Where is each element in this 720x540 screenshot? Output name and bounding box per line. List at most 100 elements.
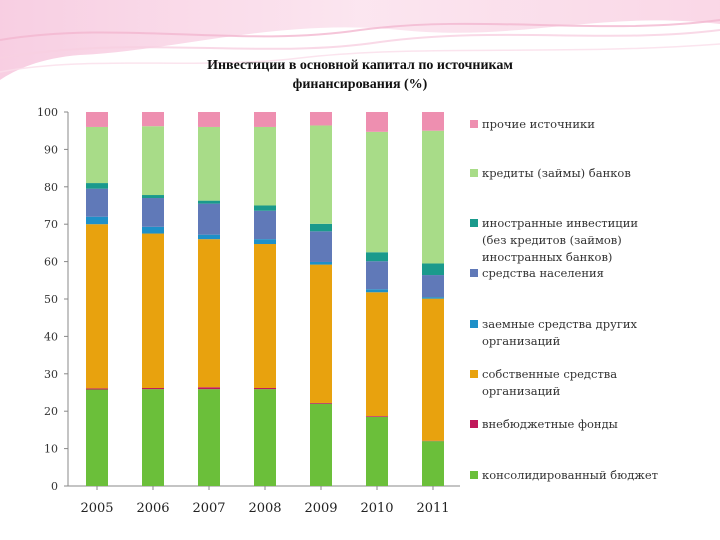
legend-label: (без кредитов (займов)	[482, 233, 622, 247]
legend-swatch	[470, 219, 478, 227]
bar-segment	[198, 389, 220, 486]
y-tick-label: 60	[44, 256, 58, 269]
legend-label: внебюджетные фонды	[482, 417, 618, 431]
bar-segment	[254, 388, 276, 390]
bar-segment	[142, 389, 164, 486]
x-tick-label: 2011	[416, 501, 449, 516]
y-tick-label: 30	[44, 368, 58, 381]
bar-segment	[310, 402, 332, 404]
legend-swatch	[470, 120, 478, 128]
bar-segment	[310, 231, 332, 262]
legend-label: прочие источники	[482, 117, 595, 131]
legend-label: средства населения	[482, 266, 604, 280]
x-tick-label: 2006	[136, 501, 169, 516]
legend: прочие источники кредиты (займы) банков ин…	[470, 117, 658, 482]
legend-label: заемные средства других	[482, 317, 638, 331]
y-tick-label: 20	[44, 405, 58, 418]
bar-segment	[310, 223, 332, 232]
bar-segment	[86, 388, 108, 390]
bar-segment	[366, 112, 388, 132]
bar-segment	[86, 389, 108, 486]
bar-segment	[310, 112, 332, 126]
legend-label: собственные средства	[482, 367, 617, 381]
y-tick-label: 50	[44, 293, 58, 306]
bar-segment	[142, 112, 164, 127]
bar-segment	[198, 112, 220, 127]
legend-label: организаций	[482, 334, 561, 348]
bar-segment	[366, 292, 388, 417]
bar-segment	[366, 416, 388, 417]
decorative-wave-background	[0, 0, 720, 80]
bar-segment	[422, 275, 444, 298]
bar-segment	[86, 224, 108, 389]
bar-segment	[422, 441, 444, 486]
bar-segment	[366, 289, 388, 293]
bar-segment	[254, 210, 276, 240]
bar-segment	[198, 387, 220, 390]
bar-segment	[142, 198, 164, 227]
bar-segment	[366, 416, 388, 486]
bar-segment	[254, 389, 276, 486]
bar-segment	[310, 261, 332, 265]
bar-segment	[422, 112, 444, 131]
bar-segment	[366, 252, 388, 262]
bar-segment	[198, 234, 220, 240]
bar-segment	[86, 216, 108, 225]
bar-segment	[310, 125, 332, 224]
bar-segment	[142, 226, 164, 234]
bar-segment	[86, 112, 108, 127]
bar-segment	[422, 130, 444, 264]
chart-title-line-1: Инвестиции в основной капитал по источни…	[207, 58, 513, 73]
x-axis-labels: 2005 2006 2007 2008 2009 2010 2011	[80, 486, 450, 516]
bar-segment	[142, 233, 164, 389]
bar-segment	[366, 131, 388, 253]
bar-segment	[198, 203, 220, 235]
y-tick-label: 70	[44, 218, 58, 231]
bar-segment	[422, 298, 444, 441]
chart-title-line-2: финансирования (%)	[292, 77, 428, 92]
y-tick-label: 100	[37, 106, 58, 119]
bar-segment	[310, 403, 332, 486]
x-tick-label: 2010	[360, 501, 393, 516]
x-tick-label: 2008	[248, 501, 281, 516]
y-tick-label: 90	[44, 143, 58, 156]
y-axis-ticks: 0 10 20 30 40 50 60 70 80 90 100	[37, 106, 68, 493]
bar-segment	[366, 261, 388, 290]
y-tick-label: 40	[44, 330, 58, 343]
bar-segment	[254, 112, 276, 127]
x-tick-label: 2005	[80, 501, 113, 516]
bars-group	[86, 112, 444, 486]
bar-segment	[254, 244, 276, 389]
chart-title: Инвестиции в основной капитал по источни…	[110, 56, 610, 94]
bar-segment	[254, 205, 276, 211]
bar-segment	[310, 264, 332, 403]
legend-label: консолидированный бюджет	[482, 468, 658, 482]
y-tick-label: 10	[44, 443, 58, 456]
legend-label: организаций	[482, 384, 561, 398]
bar-segment	[86, 188, 108, 217]
bar-segment	[254, 239, 276, 245]
bar-segment	[198, 200, 220, 204]
bar-segment	[86, 126, 108, 184]
y-tick-label: 0	[51, 480, 58, 493]
bar-segment	[142, 195, 164, 199]
legend-label: иностранных банков)	[482, 250, 612, 264]
bar-segment	[198, 239, 220, 388]
legend-swatch	[470, 370, 478, 378]
bar-segment	[422, 297, 444, 299]
bar-segment	[254, 126, 276, 206]
legend-label: кредиты (займы) банков	[482, 166, 631, 180]
bar-segment	[86, 183, 108, 189]
x-tick-label: 2009	[304, 501, 337, 516]
y-tick-label: 80	[44, 181, 58, 194]
bar-segment	[422, 263, 444, 276]
bar-segment	[198, 126, 220, 201]
bar-segment	[142, 388, 164, 390]
legend-swatch	[470, 320, 478, 328]
legend-swatch	[470, 269, 478, 277]
legend-label: иностранные инвестиции	[482, 216, 638, 230]
legend-swatch	[470, 169, 478, 177]
legend-swatch	[470, 471, 478, 479]
x-tick-label: 2007	[192, 501, 225, 516]
